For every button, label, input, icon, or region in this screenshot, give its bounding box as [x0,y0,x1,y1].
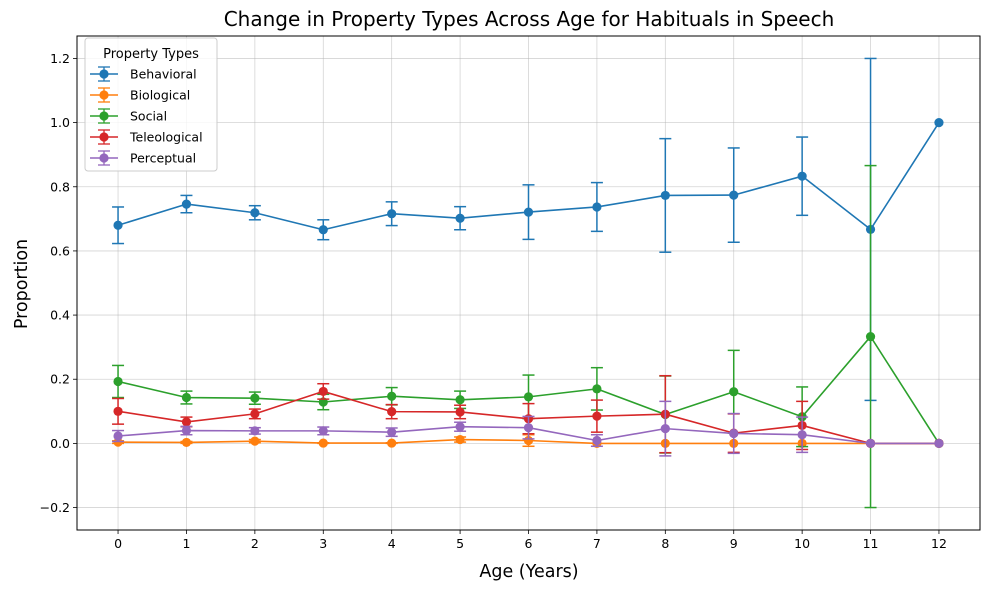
y-tick-label: 1.0 [50,115,70,130]
data-point [387,391,397,401]
data-point [113,406,123,416]
x-tick-label: 8 [661,536,669,551]
legend: Property Types Behavioral Biological Socia… [84,37,218,172]
legend-marker [99,69,109,79]
legend-marker [99,111,109,121]
data-point [660,424,670,434]
data-point [455,395,465,405]
data-point [660,190,670,201]
legend-item-biological: Biological [90,87,190,103]
data-point [934,438,944,448]
data-point [250,393,260,403]
data-point [387,427,397,437]
data-point [113,220,123,230]
legend-label: Biological [130,88,190,103]
legend-label: Teleological [129,130,203,145]
x-tick-label: 9 [730,536,738,551]
data-point [318,438,328,448]
data-point [797,171,807,181]
data-point [592,411,602,421]
legend-item-behavioral: Behavioral [90,66,197,82]
y-tick-label: −0.2 [40,500,70,515]
y-tick-label: 0.6 [50,243,70,258]
data-point [455,213,465,223]
legend-marker [99,90,109,100]
x-tick-label: 0 [114,536,122,551]
legend-item-perceptual: Perceptual [90,150,196,166]
data-point [865,331,876,342]
data-point [250,409,260,419]
data-point [250,436,260,446]
data-point [592,384,602,394]
data-point [250,426,260,436]
x-axis-label: Age (Years) [479,562,578,582]
data-point [592,435,602,446]
y-axis-label: Proportion [12,239,32,329]
data-point [523,423,534,433]
x-tick-label: 11 [863,536,879,551]
data-point [113,431,123,441]
series-layer [112,57,944,509]
data-point [592,202,602,212]
data-point [729,428,739,439]
data-point [387,209,397,219]
data-point [729,387,739,397]
data-point [797,430,807,440]
data-point [455,434,465,445]
legend-label: Perceptual [130,151,196,166]
x-tick-label: 7 [593,536,601,551]
data-point [181,392,192,403]
x-tick-label: 3 [319,536,327,551]
data-point [181,425,192,436]
x-tick-label: 6 [525,536,533,551]
data-point [318,426,328,436]
legend-item-social: Social [90,108,167,124]
data-point [318,386,328,397]
data-point [934,118,944,128]
legend-label: Social [130,109,167,124]
x-tick-label: 5 [456,536,464,551]
y-tick-label: 0.8 [50,179,70,194]
y-tick-label: 0.2 [50,372,70,387]
legend-marker [99,153,109,163]
data-point [318,225,328,235]
data-point [181,417,192,427]
data-point [523,392,534,402]
axis-ticks: 0 1 2 3 4 5 6 7 8 9 10 11 12−0.20.00.20.40.60.81.01.… [40,51,947,551]
data-point [455,422,465,432]
data-point [181,199,192,209]
data-point [387,407,397,417]
series-perceptual [112,400,944,457]
data-point [523,207,534,217]
data-point [729,190,739,200]
x-tick-label: 1 [182,536,190,551]
y-tick-label: 1.2 [50,51,70,66]
data-point [181,437,192,448]
legend-item-teleological: Teleological [90,129,203,145]
data-point [387,438,397,448]
data-point [455,407,465,417]
chart-title: Change in Property Types Across Age for … [224,7,835,31]
x-tick-label: 10 [794,536,810,551]
legend-marker [99,132,109,142]
data-point [250,208,260,218]
x-tick-label: 4 [388,536,396,551]
data-point [113,376,123,387]
legend-label: Behavioral [130,67,197,82]
x-tick-label: 2 [251,536,259,551]
y-tick-label: 0.4 [50,308,70,323]
x-tick-label: 12 [931,536,947,551]
data-point [865,438,876,448]
y-tick-label: 0.0 [50,436,70,451]
legend-title: Property Types [103,47,199,62]
